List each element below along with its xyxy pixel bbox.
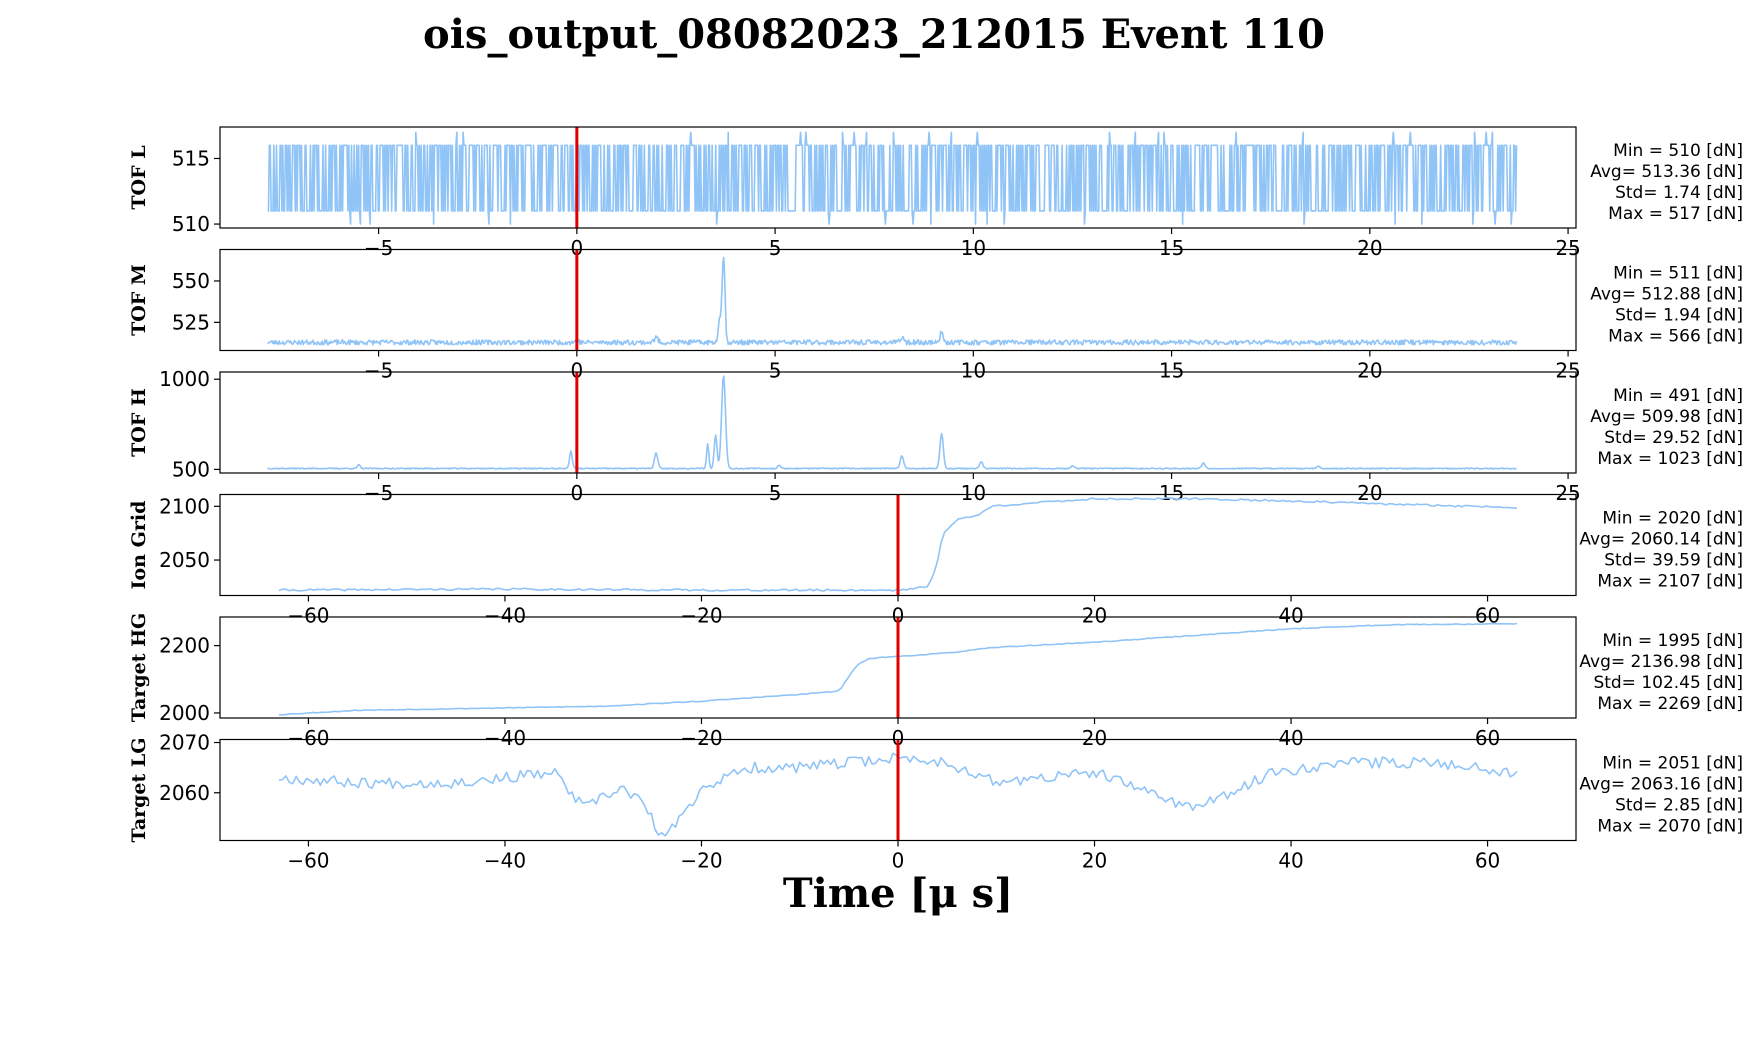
target-lg-stat-line: Std= 2.85 [dN] <box>1615 796 1743 816</box>
target-lg-stat-line: Max = 2070 [dN] <box>1597 817 1743 837</box>
tof-h-stat-line: Avg= 509.98 [dN] <box>1590 407 1743 427</box>
tof-m-stat-line: Max = 566 [dN] <box>1608 327 1743 347</box>
tof-h-xtick-label: −5 <box>364 481 393 505</box>
panel-tof-m: 525 550 −5 0 5 10 15 20 25 TOF M Min = 511 [dN]Avg… <box>128 248 1743 383</box>
tof-m-xtick-label: 15 <box>1159 359 1184 383</box>
tof-l-stat-line: Min = 510 [dN] <box>1613 141 1743 161</box>
ion-grid-stat-line: Std= 39.59 [dN] <box>1604 551 1743 571</box>
x-axis-label: Time [μ s] <box>783 870 1013 917</box>
tof-l-xtick-label: 25 <box>1555 236 1580 260</box>
target-lg-xtick-label: 60 <box>1475 849 1500 873</box>
target-hg-xtick-label: −60 <box>287 726 329 750</box>
target-hg-stat-line: Avg= 2136.98 [dN] <box>1579 652 1743 672</box>
tof-l-xtick-label: 5 <box>769 236 782 260</box>
panel-tof-h: 500 1000 −5 0 5 10 15 20 25 TOF H Min = 491 [dN]Av… <box>128 367 1743 505</box>
tof-m-ytick-label: 525 <box>172 310 210 334</box>
target-lg-xtick-label: −60 <box>287 849 329 873</box>
target-hg-xtick-label: −40 <box>484 726 526 750</box>
ion-grid-stat-line: Max = 2107 [dN] <box>1597 572 1743 592</box>
tof-h-series-line <box>267 375 1517 470</box>
tof-l-stat-line: Std= 1.74 [dN] <box>1615 183 1743 203</box>
tof-l-ytick-label: 515 <box>172 146 210 170</box>
ion-grid-xtick-label: −60 <box>287 604 329 628</box>
tof-h-ytick-label: 1000 <box>159 367 210 391</box>
target-hg-stat-line: Max = 2269 [dN] <box>1597 694 1743 714</box>
tof-l-xtick-label: 15 <box>1159 236 1184 260</box>
tof-l-xtick-label: 0 <box>570 236 583 260</box>
tof-m-xtick-label: 0 <box>570 359 583 383</box>
panel-target-lg: 2060 2070 −60 −40 −20 0 20 40 60 Target LG Min = 2… <box>128 731 1743 873</box>
tof-h-y-axis-label: TOF H <box>128 388 150 457</box>
tof-h-xtick-label: 25 <box>1555 481 1580 505</box>
tof-m-xtick-label: −5 <box>364 359 393 383</box>
ion-grid-ytick-label: 2050 <box>159 548 210 572</box>
tof-l-xtick-label: −5 <box>364 236 393 260</box>
ion-grid-xtick-label: 40 <box>1278 604 1303 628</box>
target-hg-ytick-label: 2200 <box>159 634 210 658</box>
tof-l-y-axis-label: TOF L <box>128 145 150 209</box>
tof-m-xtick-label: 10 <box>961 359 986 383</box>
target-hg-xtick-label: −20 <box>680 726 722 750</box>
tof-l-stat-line: Max = 517 [dN] <box>1608 204 1743 224</box>
target-hg-xtick-label: 40 <box>1278 726 1303 750</box>
tof-h-xtick-label: 10 <box>961 481 986 505</box>
tof-h-ytick-label: 500 <box>172 457 210 481</box>
tof-m-stat-line: Avg= 512.88 [dN] <box>1590 285 1743 305</box>
ion-grid-xtick-label: −20 <box>680 604 722 628</box>
tof-h-stat-line: Std= 29.52 [dN] <box>1604 428 1743 448</box>
tof-m-ytick-label: 550 <box>172 269 210 293</box>
target-lg-y-axis-label: Target LG <box>128 738 150 843</box>
ion-grid-stat-line: Avg= 2060.14 [dN] <box>1579 530 1743 550</box>
tof-h-xtick-label: 5 <box>769 481 782 505</box>
tof-h-xtick-label: 0 <box>570 481 583 505</box>
target-lg-xtick-label: 20 <box>1082 849 1107 873</box>
target-lg-ytick-label: 2070 <box>159 731 210 755</box>
tof-h-stat-line: Min = 491 [dN] <box>1613 386 1743 406</box>
tof-h-xtick-label: 15 <box>1159 481 1184 505</box>
target-lg-xtick-label: −40 <box>484 849 526 873</box>
tof-h-stat-line: Max = 1023 [dN] <box>1597 449 1743 469</box>
target-hg-xtick-label: 0 <box>892 726 905 750</box>
target-lg-stat-line: Min = 2051 [dN] <box>1602 754 1743 774</box>
chart-title: ois_output_08082023_212015 Event 110 <box>423 11 1325 58</box>
target-lg-xtick-label: 40 <box>1278 849 1303 873</box>
tof-l-ytick-label: 510 <box>172 212 210 236</box>
tof-h-xtick-label: 20 <box>1357 481 1382 505</box>
target-hg-y-axis-label: Target HG <box>128 613 150 723</box>
ion-grid-stat-line: Min = 2020 [dN] <box>1602 509 1743 529</box>
tof-m-xtick-label: 20 <box>1357 359 1382 383</box>
tof-m-series-line <box>267 256 1518 346</box>
target-hg-stat-line: Min = 1995 [dN] <box>1602 631 1743 651</box>
target-hg-ytick-label: 2000 <box>159 701 210 725</box>
ion-grid-y-axis-label: Ion Grid <box>128 501 150 590</box>
tof-l-series-line <box>267 131 1518 225</box>
ion-grid-xtick-label: 20 <box>1082 604 1107 628</box>
panel-target-hg: 2000 2200 −60 −40 −20 0 20 40 60 Target HG Min = 1… <box>128 613 1743 750</box>
target-hg-xtick-label: 20 <box>1082 726 1107 750</box>
tof-m-xtick-label: 5 <box>769 359 782 383</box>
tof-m-stat-line: Min = 511 [dN] <box>1613 264 1743 284</box>
ion-grid-xtick-label: −40 <box>484 604 526 628</box>
tof-l-xtick-label: 10 <box>961 236 986 260</box>
tof-l-plot-frame <box>219 126 1577 229</box>
ion-grid-xtick-label: 0 <box>892 604 905 628</box>
tof-m-xtick-label: 25 <box>1555 359 1580 383</box>
target-hg-xtick-label: 60 <box>1475 726 1500 750</box>
target-lg-ytick-label: 2060 <box>159 781 210 805</box>
target-lg-xtick-label: 0 <box>892 849 905 873</box>
target-lg-stat-line: Avg= 2063.16 [dN] <box>1579 775 1743 795</box>
tof-m-y-axis-label: TOF M <box>128 264 150 336</box>
tof-l-stat-line: Avg= 513.36 [dN] <box>1590 162 1743 182</box>
tof-h-plot-frame <box>219 371 1577 474</box>
tof-m-plot-frame <box>219 248 1577 352</box>
ion-grid-ytick-label: 2100 <box>159 494 210 518</box>
target-lg-xtick-label: −20 <box>680 849 722 873</box>
target-hg-stat-line: Std= 102.45 [dN] <box>1593 673 1743 693</box>
tof-m-stat-line: Std= 1.94 [dN] <box>1615 306 1743 326</box>
tof-l-xtick-label: 20 <box>1357 236 1382 260</box>
